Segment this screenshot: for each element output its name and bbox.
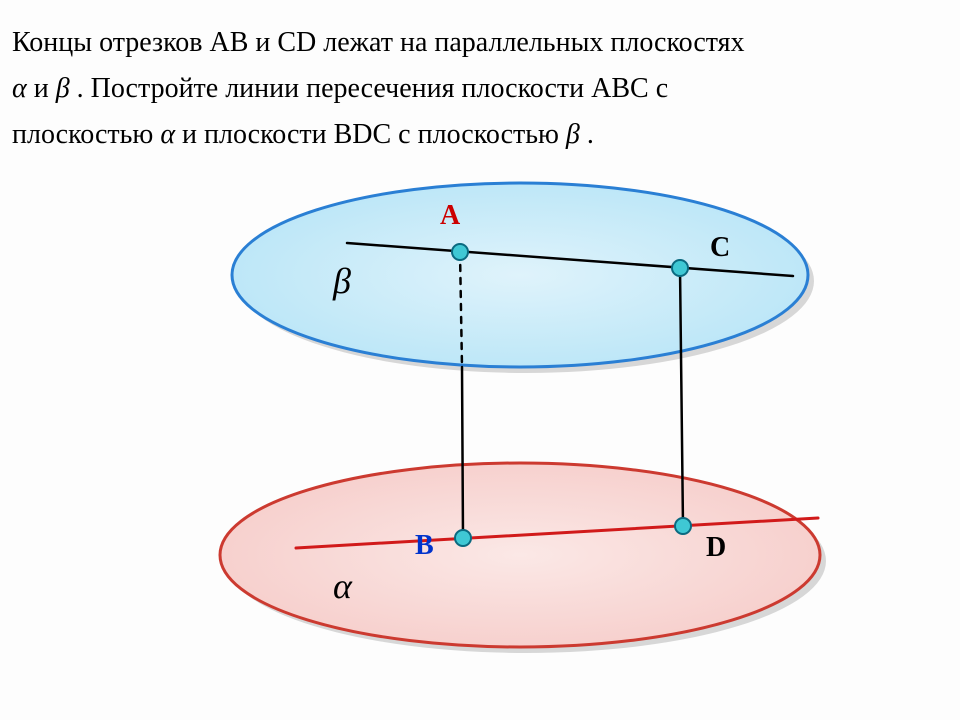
label-plane-beta: β [333,260,351,302]
problem-beta1: β [56,73,70,104]
problem-alpha1: α [12,73,27,104]
point-B [455,530,471,546]
segment-CD [680,268,683,526]
point-C [672,260,688,276]
problem-alpha2: α [160,119,175,150]
point-D [675,518,691,534]
problem-line2c: . [587,119,594,150]
label-C: C [710,232,730,264]
problem-line2b: и плоскости ВDС с плоскостью [182,119,566,150]
problem-statement: Концы отрезков АВ и СD лежат на параллел… [12,20,942,158]
label-A: A [440,200,460,232]
problem-line1b: и [34,73,56,104]
segment-AB-hidden [460,252,462,367]
problem-line1a: Концы отрезков АВ и СD лежат на параллел… [12,27,745,58]
label-D: D [706,532,726,564]
problem-beta2: β [566,119,580,150]
plane-alpha [220,463,820,647]
problem-line1c: . Постройте линии пересечения плоскости … [77,73,669,104]
plane-beta [232,183,808,367]
segment-AB-visible [462,367,463,538]
line-through-BD [296,518,818,548]
label-plane-alpha: α [333,565,352,607]
plane-beta-shadow [238,189,814,373]
label-B: B [415,530,434,562]
plane-alpha-shadow [226,469,826,653]
problem-line2a: плоскостью [12,119,160,150]
point-A [452,244,468,260]
